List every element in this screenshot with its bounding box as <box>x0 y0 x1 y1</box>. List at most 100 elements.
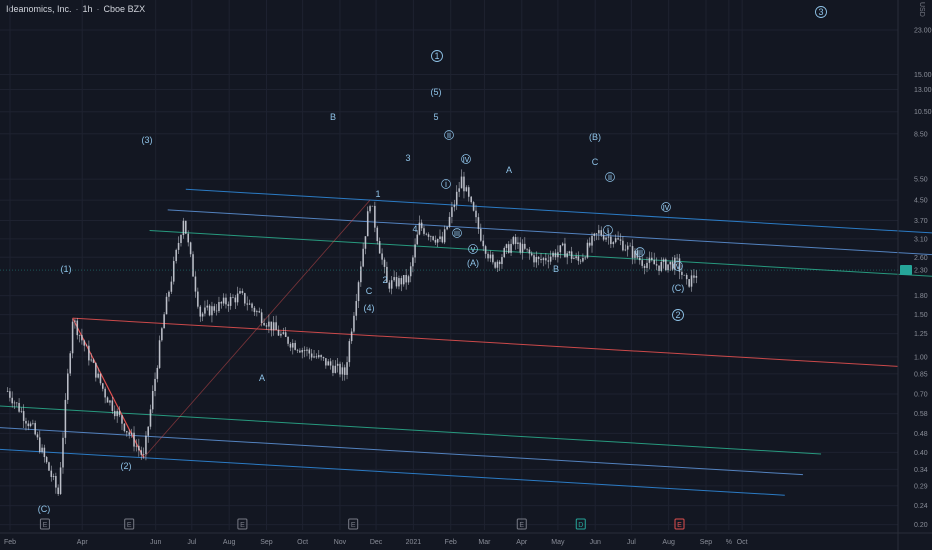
candle <box>6 391 9 392</box>
candle <box>64 399 67 438</box>
wave-label: B <box>553 264 559 274</box>
candle <box>201 313 204 317</box>
candle <box>537 257 540 259</box>
candle <box>465 187 468 192</box>
candle <box>470 196 472 203</box>
candle <box>405 275 407 283</box>
candle <box>545 258 547 261</box>
candle <box>263 322 265 326</box>
candle <box>674 257 676 270</box>
candle <box>341 367 344 375</box>
candle <box>25 420 27 424</box>
candle <box>161 328 163 341</box>
candle <box>634 250 636 258</box>
candle <box>519 242 522 253</box>
candle <box>62 437 64 468</box>
candle <box>402 275 405 285</box>
y-tick-label: 13.00 <box>914 87 932 94</box>
event-marker-label: E <box>677 522 682 529</box>
wave-label-circle <box>441 179 451 189</box>
candle <box>329 361 332 366</box>
candle <box>218 302 220 312</box>
candle <box>74 320 76 322</box>
candle <box>43 447 46 458</box>
candle <box>414 244 416 258</box>
wave-label: A <box>506 165 512 175</box>
candle <box>458 188 460 192</box>
candle <box>629 245 631 247</box>
candle <box>325 358 327 366</box>
candle <box>507 244 510 253</box>
price-axis[interactable]: 23.00 15.00 13.00 10.50 8.50 5.50 4.50 3.70 3.10… <box>897 0 932 550</box>
x-tick-label: Aug <box>223 539 236 546</box>
candle <box>336 363 339 366</box>
candle <box>605 237 607 240</box>
candle <box>251 303 253 308</box>
y-tick-label: 4.50 <box>914 198 928 205</box>
handle-line <box>72 317 145 459</box>
candle <box>549 256 552 262</box>
candle <box>239 291 241 294</box>
candle <box>409 266 412 277</box>
event-marker <box>575 518 586 530</box>
wave-label-circle <box>461 154 471 164</box>
candle <box>688 279 690 287</box>
candle <box>109 400 111 403</box>
candle <box>648 257 651 263</box>
x-tick-label: Feb <box>4 539 16 546</box>
wave-label: (B) <box>589 132 601 142</box>
candle <box>451 207 453 217</box>
candle <box>34 423 36 435</box>
candle <box>189 242 192 255</box>
candle <box>138 445 140 451</box>
candle <box>498 261 501 265</box>
wave-label: A <box>259 373 265 383</box>
candle <box>151 390 154 410</box>
wave-label-circle <box>452 228 462 238</box>
candle <box>154 378 156 391</box>
candle <box>427 234 430 237</box>
candle <box>225 297 227 305</box>
candle <box>386 266 388 283</box>
event-marker-label: E <box>351 522 356 529</box>
x-tick-label: Dec <box>370 539 383 546</box>
candle <box>381 253 383 260</box>
candle <box>383 259 386 267</box>
candle <box>282 332 285 334</box>
candle <box>489 254 492 259</box>
candle <box>566 253 568 258</box>
candle <box>182 220 185 236</box>
candle <box>234 297 237 303</box>
wave-label: (1) <box>61 264 72 274</box>
candle <box>280 333 282 336</box>
candle <box>512 237 515 244</box>
y-tick-label: 0.34 <box>914 467 928 474</box>
candle <box>168 291 170 297</box>
wave-label-circle <box>815 6 827 18</box>
candle <box>52 475 55 477</box>
wave-label: (A) <box>467 258 479 268</box>
candle <box>582 257 584 262</box>
candle <box>676 257 678 259</box>
wave-label: (3) <box>142 135 153 145</box>
candle <box>88 345 90 361</box>
candle <box>624 249 627 251</box>
candle <box>681 271 683 275</box>
candle <box>310 353 313 358</box>
candle <box>220 302 223 304</box>
candle <box>685 274 688 280</box>
candle <box>371 205 374 207</box>
candle <box>296 349 299 351</box>
candle <box>455 191 458 205</box>
candle <box>586 242 589 258</box>
candle <box>241 291 244 294</box>
timeframe: 1h <box>82 4 93 14</box>
candle <box>55 475 57 488</box>
time-axis[interactable]: Feb Apr Jun Jul Aug Sep Oct Nov Dec 2021 Feb Mar Apr… <box>0 532 932 546</box>
y-tick-label: 1.50 <box>914 312 928 319</box>
event-marker-label: D <box>578 522 583 529</box>
x-tick-label: Feb <box>445 539 457 546</box>
y-tick-label: 3.10 <box>914 236 928 243</box>
candle <box>357 282 360 302</box>
